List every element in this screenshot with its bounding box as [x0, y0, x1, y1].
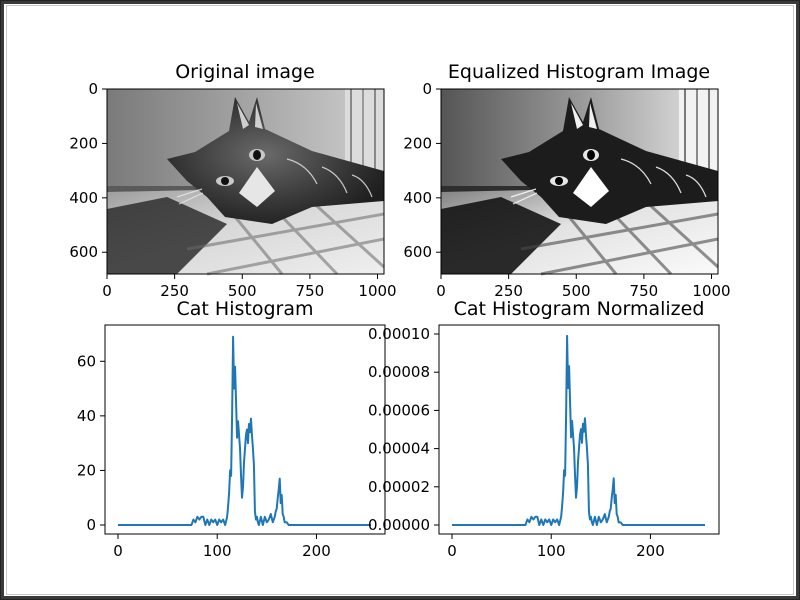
- y-tick-label: 0.00002: [368, 478, 430, 496]
- y-tick-label: 400: [69, 189, 98, 207]
- y-tick-label: 200: [403, 134, 432, 152]
- histogram-line: [118, 335, 372, 526]
- cat-photo-equalized: [439, 87, 720, 276]
- cat-histogram-panel: Cat Histogram 0 100 200 0 20 40 60: [77, 298, 386, 560]
- y-tick-label: 200: [69, 134, 98, 152]
- x-tick-label: 750: [296, 282, 325, 300]
- y-tick-label: 0.00004: [368, 440, 430, 458]
- image-frame: [440, 88, 719, 275]
- axis-ticks: 0 250 500 750 1000 0 200 400 600: [403, 80, 730, 300]
- x-tick-label: 200: [302, 542, 331, 560]
- axis-ticks: 0 250 500 750 1000 0 200 400 600: [69, 80, 396, 300]
- y-tick-label: 0: [86, 516, 96, 534]
- x-tick-label: 250: [160, 282, 189, 300]
- x-tick-label: 100: [203, 542, 232, 560]
- y-tick-label: 400: [403, 189, 432, 207]
- x-tick-label: 1000: [358, 282, 396, 300]
- x-tick-label: 0: [102, 282, 112, 300]
- series-group: [118, 335, 372, 526]
- y-tick-label: 60: [77, 352, 96, 370]
- histogram-line: [452, 334, 706, 526]
- y-tick-label: 600: [69, 243, 98, 261]
- y-tick-label: 0: [88, 80, 98, 98]
- axis-ticks: 0 100 200 0.00000 0.00002 0.00004 0.00006 0.000…: [368, 325, 665, 560]
- x-tick-label: 1000: [692, 282, 730, 300]
- y-tick-label: 600: [403, 243, 432, 261]
- original-image-panel: Original image 0 250 500 750 1000 0 200 400 600: [69, 61, 396, 300]
- axis-ticks: 0 100 200 0 20 40 60: [77, 352, 331, 560]
- panel-title: Original image: [175, 61, 315, 83]
- x-tick-label: 500: [562, 282, 591, 300]
- y-tick-label: 0.00000: [368, 516, 430, 534]
- y-tick-label: 0.00010: [368, 325, 430, 343]
- y-tick-label: 0.00008: [368, 363, 430, 381]
- cat-histogram-normalized-panel: 0 100 200 0.00000 0.00002 0.00004 0.00006 0.000…: [368, 298, 720, 560]
- series-group: [452, 334, 706, 526]
- y-tick-label: 20: [77, 461, 96, 479]
- image-frame: [106, 88, 385, 275]
- equalized-image-panel: Equalized Histogram Image 0 250 500 750 1000…: [403, 61, 730, 300]
- panel-title: Cat Histogram Normalized: [454, 298, 705, 320]
- panel-title: Cat Histogram: [177, 298, 314, 320]
- x-tick-label: 100: [537, 542, 566, 560]
- panel-title: Equalized Histogram Image: [448, 61, 710, 83]
- plot-area: [104, 324, 386, 535]
- x-tick-label: 750: [630, 282, 659, 300]
- x-tick-label: 0: [436, 282, 446, 300]
- x-tick-label: 0: [447, 542, 457, 560]
- y-tick-label: 0.00006: [368, 401, 430, 419]
- x-tick-label: 500: [228, 282, 257, 300]
- x-tick-label: 250: [494, 282, 523, 300]
- x-tick-label: 0: [113, 542, 123, 560]
- y-tick-label: 0: [422, 80, 432, 98]
- x-tick-label: 200: [636, 542, 665, 560]
- y-tick-label: 40: [77, 407, 96, 425]
- plot-area: [438, 324, 720, 535]
- cat-photo-original: [105, 87, 386, 276]
